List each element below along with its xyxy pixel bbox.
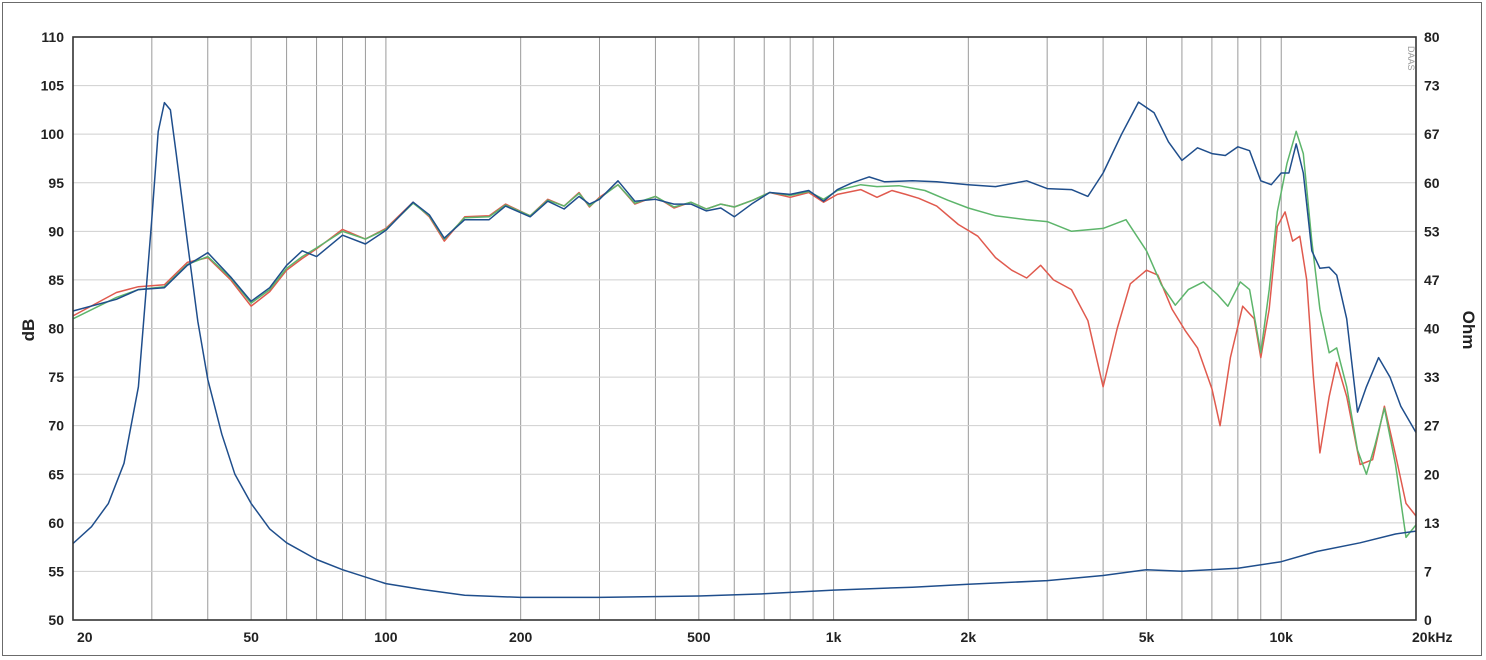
x-tick-label: 5k: [1139, 629, 1155, 645]
y2-axis-label: Ohm: [1459, 311, 1478, 350]
series-line-2: [72, 130, 1417, 539]
y-tick-label: 100: [41, 126, 65, 142]
y2-tick-label: 60: [1424, 175, 1440, 191]
plot-border: [72, 36, 1417, 621]
y-tick-label: 55: [48, 563, 64, 579]
y2-tick-label: 53: [1424, 223, 1440, 239]
y-axis-label: dB: [19, 319, 38, 342]
grid: [72, 36, 1417, 621]
series-line-4: [72, 101, 1417, 599]
y2-tick-label: 80: [1424, 29, 1440, 45]
y2-tick-label: 47: [1424, 272, 1440, 288]
y2-tick-label: 27: [1424, 418, 1440, 434]
y-tick-label: 60: [48, 515, 64, 531]
x-tick-label: 500: [687, 629, 711, 645]
tick-labels: 50 55 60 65 70 75 80 85 90 95 100 105 110 0 7 13 20 27 33 4…: [41, 29, 1453, 645]
y2-tick-label: 0: [1424, 612, 1432, 628]
y-tick-label: 70: [48, 418, 64, 434]
y-tick-label: 90: [48, 223, 64, 239]
x-tick-label: 20kHz: [1412, 629, 1452, 645]
series-line-1: [72, 183, 1417, 517]
watermark-text: DAAS: [1406, 46, 1416, 71]
y2-tick-label: 73: [1424, 78, 1440, 94]
y2-tick-label: 40: [1424, 321, 1440, 337]
y2-tick-label: 20: [1424, 466, 1440, 482]
y-tick-label: 80: [48, 321, 64, 337]
y-tick-label: 85: [48, 272, 64, 288]
x-tick-label: 200: [509, 629, 533, 645]
x-tick-label: 1k: [826, 629, 842, 645]
x-tick-label: 20: [77, 629, 93, 645]
y-tick-label: 105: [41, 78, 65, 94]
x-tick-label: 50: [243, 629, 259, 645]
y-tick-label: 95: [48, 175, 64, 191]
y2-tick-label: 13: [1424, 515, 1440, 531]
y-tick-label: 50: [48, 612, 64, 628]
x-tick-label: 10k: [1270, 629, 1294, 645]
x-tick-label: 2k: [961, 629, 977, 645]
y-tick-label: 75: [48, 369, 64, 385]
y2-tick-label: 67: [1424, 126, 1440, 142]
y2-tick-label: 33: [1424, 369, 1440, 385]
y-tick-label: 110: [41, 29, 64, 45]
series-line-3: [72, 101, 1417, 433]
y-tick-label: 65: [48, 466, 64, 482]
y2-tick-label: 7: [1424, 563, 1432, 579]
series-group: [72, 101, 1417, 599]
x-tick-label: 100: [374, 629, 398, 645]
